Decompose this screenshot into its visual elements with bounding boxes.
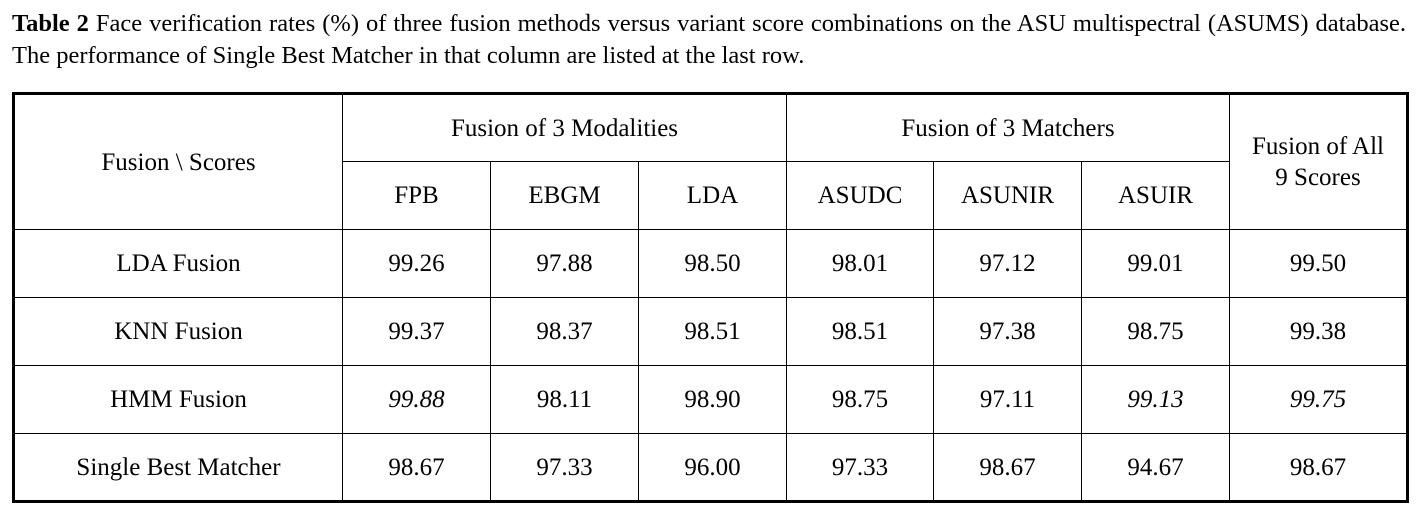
cell: 98.75 [1081,297,1230,366]
cell: 97.33 [490,433,639,502]
column-header: ASUDC [786,161,934,230]
cell: 98.50 [638,229,787,298]
table-row: LDA Fusion 99.26 97.88 98.50 98.01 97.12 99.01… [13,229,1408,298]
caption-label: Table 2 [12,10,89,37]
results-table: Fusion \ Scores Fusion of 3 Modalities F… [12,92,1409,503]
cell: 99.01 [1081,229,1230,298]
cell: 99.50 [1229,229,1408,298]
group-header: Fusion of 3 Matchers [786,93,1230,162]
row-label: Single Best Matcher [13,433,343,502]
cell: 99.13 [1081,365,1230,434]
cell: 98.11 [490,365,639,434]
cell: 98.51 [786,297,934,366]
cell: 98.67 [933,433,1082,502]
cell: 97.88 [490,229,639,298]
cell: 98.75 [786,365,934,434]
row-label: HMM Fusion [13,365,343,434]
table-row: HMM Fusion 99.88 98.11 98.90 98.75 97.11 99.13… [13,365,1408,434]
column-header: LDA [638,161,787,230]
caption-text: Face verification rates (%) of three fus… [12,10,1407,69]
cell: 96.00 [638,433,787,502]
column-header: EBGM [490,161,639,230]
cell: 99.38 [1229,297,1408,366]
corner-header: Fusion \ Scores [13,93,343,230]
column-header: FPB [342,161,491,230]
cell: 98.67 [1229,433,1408,502]
cell: 98.51 [638,297,787,366]
row-label: KNN Fusion [13,297,343,366]
cell: 97.38 [933,297,1082,366]
cell: 99.75 [1229,365,1408,434]
cell: 99.26 [342,229,491,298]
cell: 97.12 [933,229,1082,298]
column-header: ASUIR [1081,161,1230,230]
cell: 98.90 [638,365,787,434]
table-row: KNN Fusion 99.37 98.37 98.51 98.51 97.38 98.75… [13,297,1408,366]
cell: 98.37 [490,297,639,366]
cell: 99.88 [342,365,491,434]
cell: 97.11 [933,365,1082,434]
table-row: Single Best Matcher 98.67 97.33 96.00 97.33 9… [13,433,1408,502]
caption: Table 2 Face verification rates (%) of t… [12,8,1406,72]
cell: 98.01 [786,229,934,298]
group-header: Fusion of All 9 Scores [1229,93,1408,230]
cell: 97.33 [786,433,934,502]
group-header: Fusion of 3 Modalities [342,93,787,162]
row-label: LDA Fusion [13,229,343,298]
cell: 99.37 [342,297,491,366]
cell: 98.67 [342,433,491,502]
cell: 94.67 [1081,433,1230,502]
column-header: ASUNIR [933,161,1082,230]
